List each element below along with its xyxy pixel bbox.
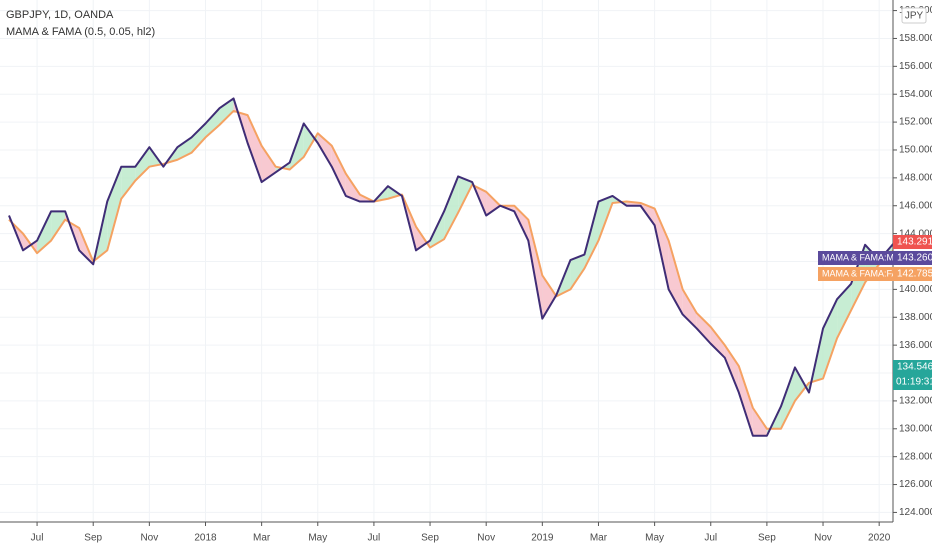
fill-band: [794, 367, 809, 401]
symbol-title: GBPJPY, 1D, OANDA: [6, 9, 114, 21]
other-price: 134.546: [897, 362, 932, 373]
fill-band: [570, 254, 585, 290]
x-tick-label: Sep: [758, 533, 776, 544]
x-tick-label: May: [645, 533, 664, 544]
currency-box[interactable]: [901, 7, 927, 24]
y-tick-label: 132.000: [899, 396, 932, 407]
y-tick-label: 128.000: [899, 451, 932, 462]
x-tick-label: Jul: [31, 533, 44, 544]
x-tick-label: Mar: [253, 533, 271, 544]
y-tick-label: 146.000: [899, 200, 932, 211]
x-tick-label: Nov: [814, 533, 832, 544]
fill-band: [303, 123, 318, 157]
fill-band: [107, 166, 122, 251]
fill-band: [261, 145, 276, 183]
x-tick-label: Nov: [477, 533, 495, 544]
fama-price-box: [893, 267, 932, 281]
fama-name-box: [818, 267, 893, 281]
fill-band: [696, 313, 711, 344]
x-tick-label: 2018: [194, 533, 217, 544]
fill-band: [247, 115, 262, 183]
y-tick-label: 150.000: [899, 145, 932, 156]
fill-band: [710, 327, 725, 358]
y-tick-label: 126.000: [899, 479, 932, 490]
indicator-title: MAMA & FAMA (0.5, 0.05, hl2): [6, 26, 155, 38]
mama-price-box: [893, 251, 932, 265]
x-tick-label: Jul: [368, 533, 381, 544]
y-tick-label: 152.000: [899, 117, 932, 128]
fill-band: [738, 366, 753, 436]
y-tick-label: 158.000: [899, 33, 932, 44]
y-tick-label: 154.000: [899, 89, 932, 100]
fama-name: MAMA & FAMA:FAMA: [822, 268, 911, 278]
y-tick-label: 148.000: [899, 172, 932, 183]
fama-price: 142.785: [897, 269, 932, 280]
fill-band: [837, 283, 852, 339]
fill-band: [668, 240, 683, 315]
mama-name: MAMA & FAMA:MAMA: [822, 252, 914, 262]
y-tick-label: 144.000: [899, 228, 932, 239]
fill-band: [121, 166, 136, 199]
fill-band: [51, 211, 66, 241]
fill-band: [135, 147, 150, 181]
x-tick-label: Nov: [140, 533, 158, 544]
fill-band: [724, 345, 739, 393]
x-tick-label: Mar: [590, 533, 608, 544]
y-tick-label: 124.000: [899, 507, 932, 518]
other-price-box: [893, 360, 932, 390]
mama-name-box: [818, 251, 893, 265]
fill-band: [317, 133, 332, 167]
x-tick-label: 2020: [868, 533, 891, 544]
x-tick-label: Sep: [84, 533, 102, 544]
y-tick-label: 140.000: [899, 284, 932, 295]
x-tick-label: 2019: [531, 533, 554, 544]
fill-band: [191, 123, 206, 153]
fill-band: [823, 299, 838, 379]
fill-band: [205, 108, 220, 138]
fill-band: [682, 289, 697, 329]
x-tick-label: Jul: [704, 533, 717, 544]
y-tick-label: 138.000: [899, 312, 932, 323]
fill-band: [486, 191, 501, 216]
series-line: [8, 97, 894, 437]
fill-band: [444, 176, 459, 240]
countdown: 01:19:31: [896, 377, 932, 388]
currency: JPY: [905, 11, 924, 22]
y-tick-label: 156.000: [899, 61, 932, 72]
x-tick-label: Sep: [421, 533, 439, 544]
last-price-box: [893, 235, 932, 249]
y-tick-label: 130.000: [899, 423, 932, 434]
fill-band: [331, 145, 346, 196]
y-tick-label: 136.000: [899, 340, 932, 351]
last-price: 143.291: [897, 237, 932, 248]
x-tick-label: May: [308, 533, 327, 544]
series-line: [8, 109, 894, 430]
fill-band: [780, 367, 795, 429]
fill-band: [219, 98, 234, 125]
fill-band: [542, 275, 557, 319]
mama-price: 143.260: [897, 253, 932, 264]
